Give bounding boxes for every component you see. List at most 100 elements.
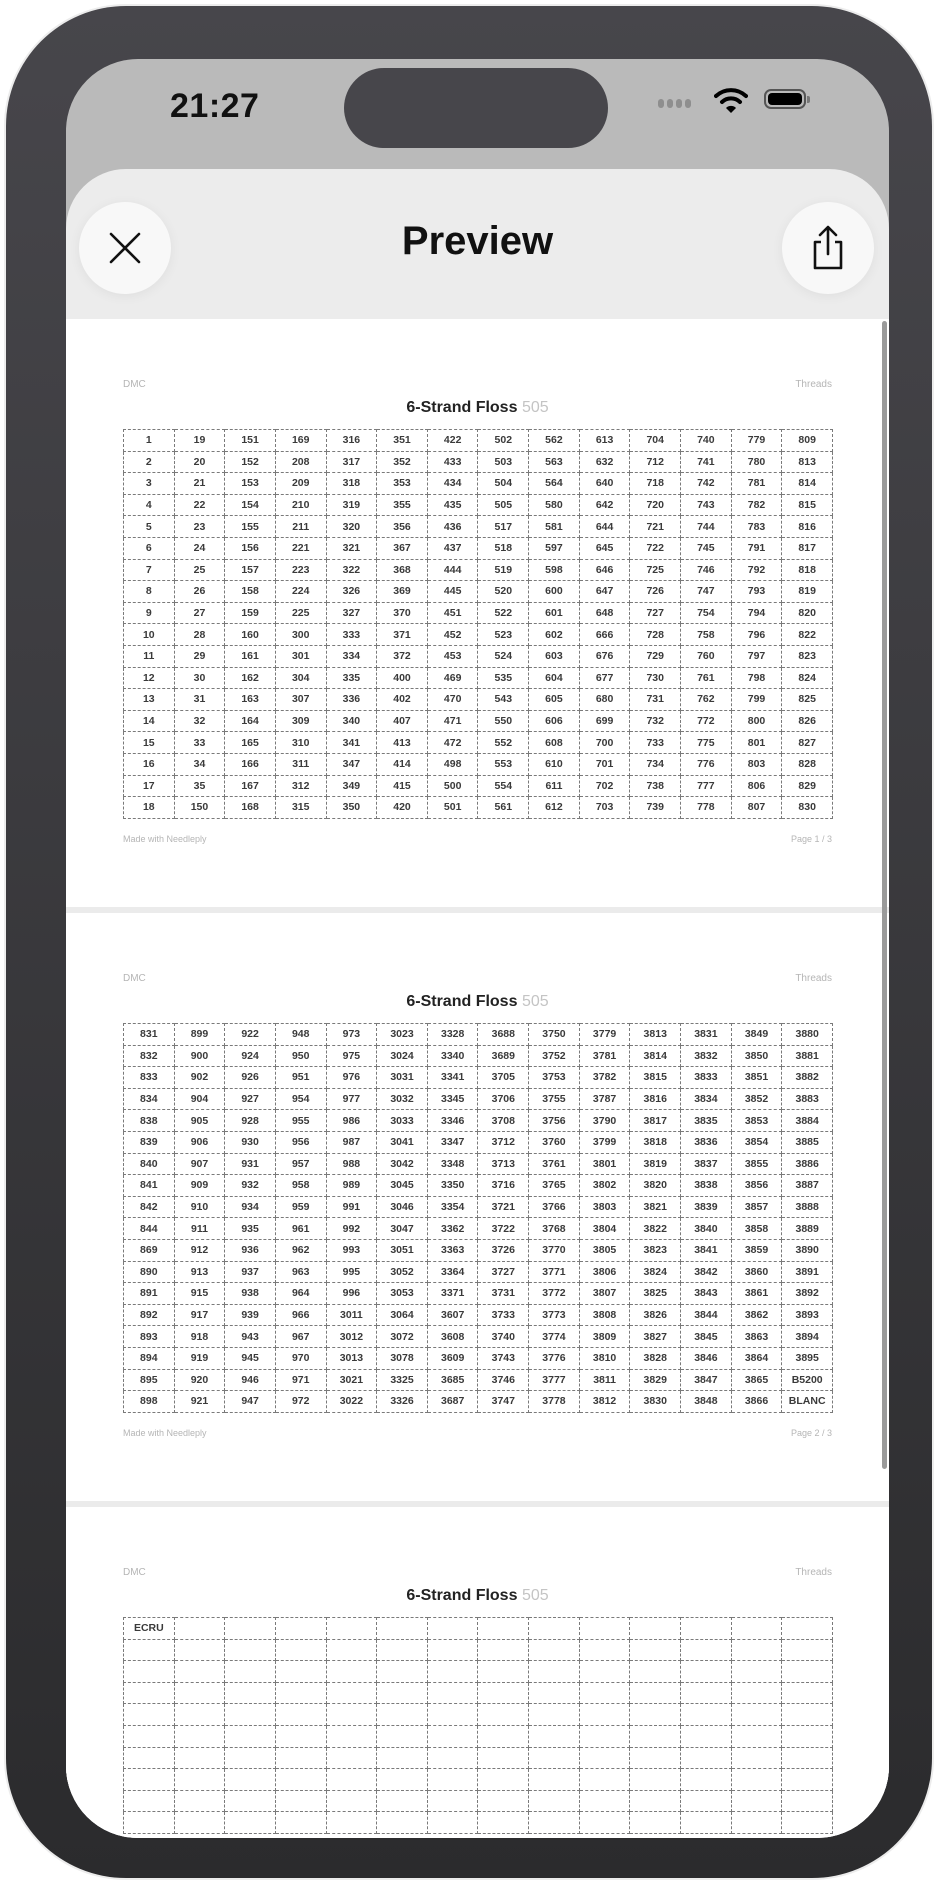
table-cell: 300 xyxy=(274,623,327,646)
table-cell: 372 xyxy=(376,644,428,668)
table-row: 11 29 161 301 334 372 453 524 603 676 729 760 797 823 xyxy=(123,644,833,668)
table-cell: 3354 xyxy=(426,1195,479,1219)
table-cell: 3753 xyxy=(528,1066,580,1089)
table-cell: 3860 xyxy=(730,1260,783,1284)
table-cell: 552 xyxy=(477,731,530,754)
table-cell: 761 xyxy=(680,666,732,690)
table-cell: 823 xyxy=(781,644,833,668)
table-cell: 3712 xyxy=(477,1130,530,1154)
table-cell xyxy=(426,1724,479,1748)
table-cell: 3830 xyxy=(629,1390,682,1413)
table-cell: 3822 xyxy=(629,1217,682,1240)
table-cell: 3755 xyxy=(528,1087,580,1111)
table-row: 838 905 928 955 986 3033 3346 3708 3756 3790 3817 3… xyxy=(123,1109,833,1132)
table-cell: 937 xyxy=(224,1260,276,1284)
table-cell: 3032 xyxy=(376,1087,428,1111)
table-cell: 3 xyxy=(123,472,175,495)
table-cell: 954 xyxy=(274,1087,327,1111)
table-cell xyxy=(781,1811,833,1834)
table-cell: 3854 xyxy=(730,1130,783,1154)
table-cell: 988 xyxy=(325,1152,378,1176)
table-cell xyxy=(224,1746,276,1770)
table-cell: 800 xyxy=(730,709,783,733)
table-cell: 3721 xyxy=(477,1195,530,1219)
table-cell: 309 xyxy=(274,709,327,733)
table-cell: 3806 xyxy=(578,1260,631,1284)
table-cell: 3802 xyxy=(578,1174,631,1197)
table-row: 833 902 926 951 976 3031 3341 3705 3753 3782 3815 3… xyxy=(123,1066,833,1089)
table-cell: 505 xyxy=(477,493,530,517)
table-cell: 3042 xyxy=(376,1152,428,1176)
screen: 21:27 Preview xyxy=(66,59,889,1838)
table-cell: 602 xyxy=(528,623,580,646)
table-cell: 498 xyxy=(426,752,479,776)
table-row: 12 30 162 304 335 400 469 535 604 677 730 761 798 824 xyxy=(123,666,833,690)
table-cell: 794 xyxy=(730,601,783,625)
table-cell: 3851 xyxy=(730,1066,783,1089)
table-cell: 928 xyxy=(224,1109,276,1132)
table-cell: 209 xyxy=(274,472,327,495)
table-cell: 970 xyxy=(274,1346,327,1370)
table-cell: 402 xyxy=(376,688,428,711)
table-cell xyxy=(173,1638,226,1662)
table-cell: 150 xyxy=(173,796,226,819)
table-cell: 3885 xyxy=(781,1130,833,1154)
table-cell: 3771 xyxy=(528,1260,580,1284)
table-cell: 164 xyxy=(224,709,276,733)
table-cell: 24 xyxy=(173,536,226,560)
table-row: 891 915 938 964 996 3053 3371 3731 3772 3807 3825 3… xyxy=(123,1282,833,1305)
table-cell: 334 xyxy=(325,644,378,668)
pdf-preview-scroll[interactable]: DMC Threads 6-Strand Floss 505 1 19 151 169 316… xyxy=(66,319,889,1838)
table-cell: 321 xyxy=(325,536,378,560)
table-cell: 29 xyxy=(173,644,226,668)
table-cell xyxy=(274,1660,327,1683)
table-cell xyxy=(274,1768,327,1791)
table-cell: 3816 xyxy=(629,1087,682,1111)
table-cell: 792 xyxy=(730,558,783,582)
table-cell: 817 xyxy=(781,536,833,560)
table-cell: 844 xyxy=(123,1217,175,1240)
table-row: 895 920 946 971 3021 3325 3685 3746 3777 3811 3829… xyxy=(123,1368,833,1392)
table-cell: 869 xyxy=(123,1238,175,1262)
table-cell: 20 xyxy=(173,450,226,474)
table-cell: 962 xyxy=(274,1238,327,1262)
table-cell: 3847 xyxy=(680,1368,732,1392)
table-cell: 562 xyxy=(528,429,580,452)
table-cell: 445 xyxy=(426,580,479,603)
table-cell: 3862 xyxy=(730,1303,783,1327)
table-cell: 326 xyxy=(325,580,378,603)
table-cell: 3743 xyxy=(477,1346,530,1370)
table-cell: 3011 xyxy=(325,1303,378,1327)
table-row: 890 913 937 963 995 3052 3364 3727 3771 3806 3824 3… xyxy=(123,1260,833,1284)
thread-table: 831 899 922 948 973 3023 3328 3688 3750 3779 3813 3… xyxy=(123,1023,833,1413)
share-button[interactable] xyxy=(782,202,874,294)
page-heading: 6-Strand Floss 505 xyxy=(66,1587,889,1605)
table-cell: 830 xyxy=(781,796,833,819)
close-button[interactable] xyxy=(79,202,171,294)
table-cell: 3047 xyxy=(376,1217,428,1240)
table-cell: 3808 xyxy=(578,1303,631,1327)
table-row: 834 904 927 954 977 3032 3345 3706 3755 3787 3816 3… xyxy=(123,1087,833,1111)
table-cell: 973 xyxy=(325,1023,378,1046)
table-cell: 841 xyxy=(123,1174,175,1197)
table-cell: 3052 xyxy=(376,1260,428,1284)
table-cell: 3740 xyxy=(477,1325,530,1348)
scrollbar[interactable] xyxy=(882,321,887,1469)
table-cell xyxy=(325,1638,378,1662)
table-cell: 3825 xyxy=(629,1282,682,1305)
table-cell: 351 xyxy=(376,429,428,452)
table-cell: 368 xyxy=(376,558,428,582)
table-cell: 369 xyxy=(376,580,428,603)
table-cell: 3836 xyxy=(680,1130,732,1154)
table-cell: 3835 xyxy=(680,1109,732,1132)
table-cell: 6 xyxy=(123,536,175,560)
table-cell: 610 xyxy=(528,752,580,776)
table-cell xyxy=(629,1638,682,1662)
table-row: 840 907 931 957 988 3042 3348 3713 3761 3801 3819 3… xyxy=(123,1152,833,1176)
table-cell xyxy=(224,1724,276,1748)
table-cell xyxy=(274,1681,327,1705)
table-cell: 2 xyxy=(123,450,175,474)
table-cell: 3608 xyxy=(426,1325,479,1348)
table-cell: 608 xyxy=(528,731,580,754)
table-cell: 3328 xyxy=(426,1023,479,1046)
